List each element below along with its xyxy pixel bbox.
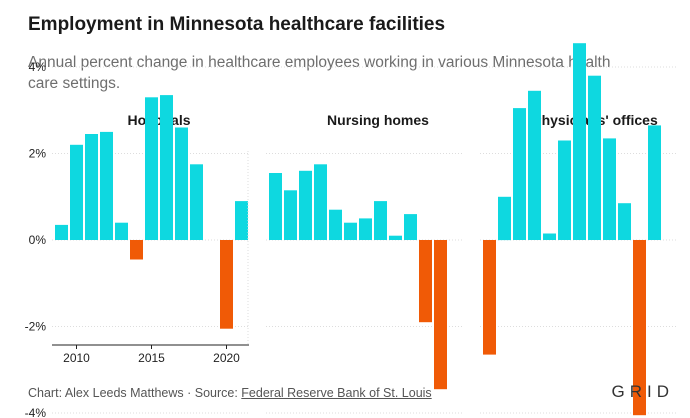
- bar: [130, 240, 143, 260]
- bar: [603, 138, 616, 240]
- bar: [175, 127, 188, 240]
- x-tick-label: 2020: [213, 351, 240, 365]
- bar: [145, 97, 158, 240]
- bar: [269, 173, 282, 240]
- bar: [160, 95, 173, 240]
- bar: [483, 240, 496, 355]
- bar: [299, 170, 312, 240]
- bar: [284, 190, 297, 240]
- bar: [220, 240, 233, 329]
- bar: [588, 75, 601, 240]
- bar: [513, 108, 526, 240]
- bar: [528, 90, 541, 240]
- bar: [633, 240, 646, 416]
- y-tick-label: -4%: [25, 406, 47, 418]
- bar: [115, 222, 128, 240]
- bar: [558, 140, 571, 240]
- bar: [344, 222, 357, 240]
- credit-text: Chart: Alex Leeds Matthews · Source:: [28, 386, 242, 400]
- bar: [498, 196, 511, 241]
- bar: [55, 224, 68, 240]
- bar: [70, 144, 83, 240]
- bar: [389, 235, 402, 240]
- panel-title: Nursing homes: [327, 112, 429, 128]
- y-tick-label: 4%: [29, 60, 47, 74]
- y-tick-label: -2%: [25, 320, 47, 334]
- chart-subtitle: Annual percent change in healthcare empl…: [28, 54, 611, 92]
- panel-title: Hospitals: [127, 112, 190, 128]
- bar: [573, 43, 586, 241]
- x-tick-label: 2015: [138, 351, 165, 365]
- bar: [434, 240, 447, 390]
- bar: [618, 203, 631, 240]
- bar: [648, 125, 661, 240]
- bar: [543, 233, 556, 240]
- bar: [404, 214, 417, 240]
- bar: [100, 131, 113, 240]
- bar: [85, 134, 98, 240]
- bar: [235, 201, 248, 240]
- bar: [190, 164, 203, 240]
- bar: [374, 201, 387, 240]
- footer-credit: Chart: Alex Leeds Matthews · Source: Fed…: [28, 386, 432, 400]
- brand-logo: GRID: [611, 382, 674, 401]
- bar: [359, 218, 372, 240]
- source-link[interactable]: Federal Reserve Bank of St. Louis: [241, 386, 432, 400]
- bar: [314, 164, 327, 240]
- y-tick-label: 0%: [29, 233, 47, 247]
- chart-title: Employment in Minnesota healthcare facil…: [28, 14, 446, 35]
- x-tick-label: 2010: [63, 351, 90, 365]
- y-tick-label: 2%: [29, 147, 47, 161]
- bar: [329, 209, 342, 240]
- bar: [419, 240, 432, 323]
